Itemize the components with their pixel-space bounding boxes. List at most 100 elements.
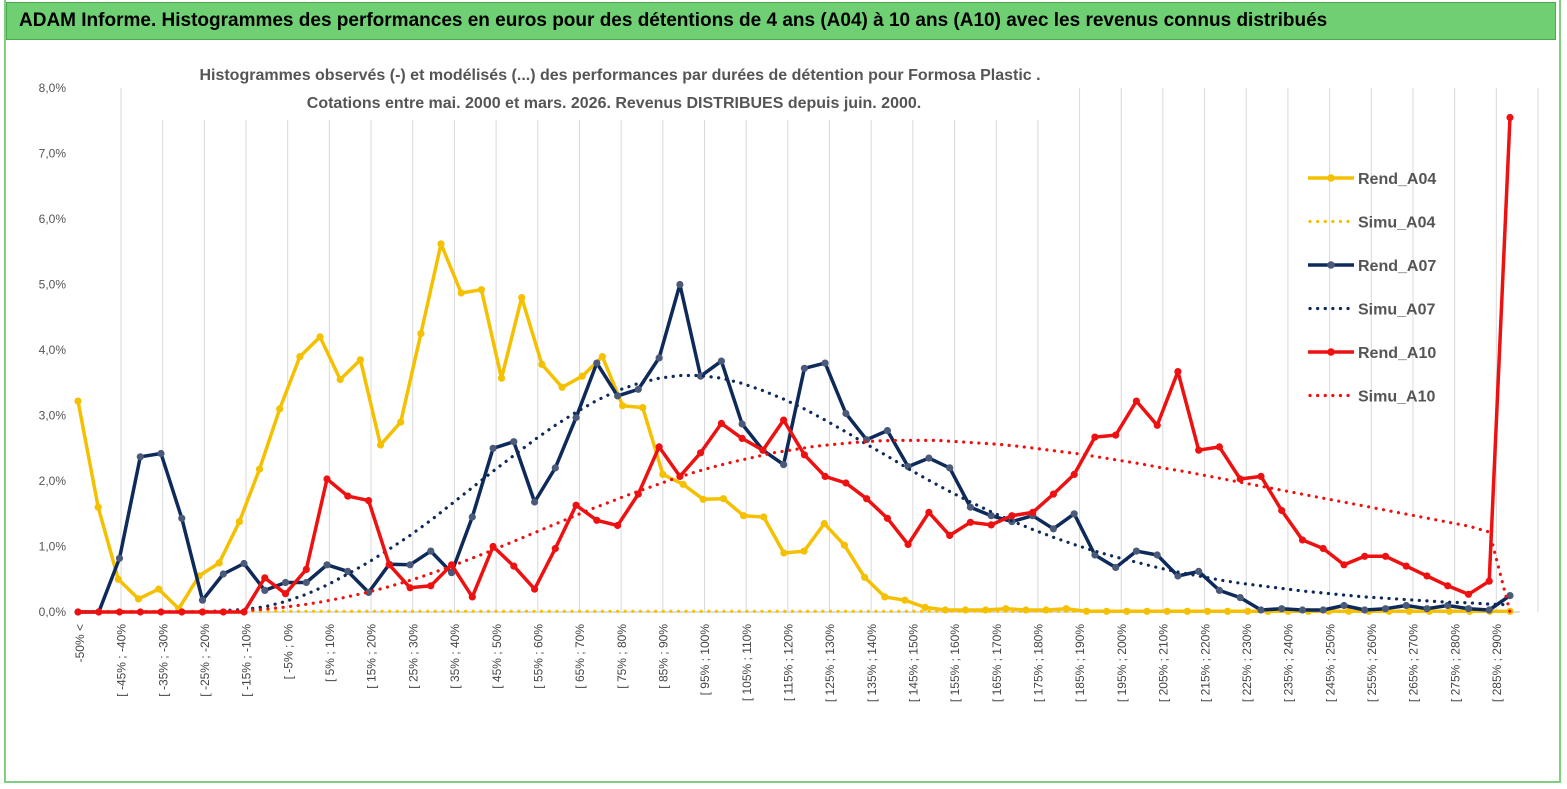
data-point	[551, 544, 559, 553]
data-point	[538, 360, 546, 368]
legend-marker	[1327, 261, 1335, 269]
x-tick-label: [ 285% ; 290%	[1490, 624, 1504, 702]
data-point	[619, 402, 627, 410]
data-point	[593, 516, 601, 524]
y-tick-label: 7,0%	[39, 147, 67, 161]
data-point	[1153, 551, 1161, 559]
data-point	[385, 561, 393, 569]
data-point	[821, 472, 829, 480]
series-line-Simu_A10	[76, 438, 1512, 614]
data-point	[1203, 607, 1212, 615]
data-point	[598, 353, 607, 361]
data-point	[427, 582, 435, 590]
x-tick-label: [ 135% ; 140%	[865, 624, 879, 702]
data-point	[987, 512, 995, 520]
legend-marker	[1327, 348, 1335, 356]
data-point	[1319, 606, 1327, 614]
report-title: ADAM Informe. Histogrammes des performan…	[6, 2, 1556, 40]
data-point	[1278, 605, 1286, 613]
x-tick-label: -50% <	[73, 624, 87, 662]
legend: Rend_A04 Simu_A04 Rend_A07 Simu_A07 Rend_A10…	[1308, 171, 1436, 406]
legend-label: Rend_A10	[1358, 345, 1436, 362]
data-point	[1070, 510, 1078, 518]
data-point	[1444, 582, 1452, 590]
data-point	[634, 385, 642, 393]
x-tick-label: [ 175% ; 180%	[1032, 624, 1046, 702]
x-tick-label: [ 85% ; 90%	[656, 624, 670, 689]
data-point	[780, 416, 788, 424]
data-point	[966, 518, 975, 526]
x-tick-label: [ 225% ; 230%	[1240, 624, 1254, 702]
data-point	[1381, 552, 1390, 560]
data-point	[572, 501, 580, 509]
data-point	[840, 541, 849, 549]
data-point	[276, 405, 284, 413]
data-point	[1278, 506, 1286, 515]
data-point	[468, 513, 476, 521]
data-point	[1049, 525, 1057, 533]
data-point	[417, 330, 425, 338]
data-point	[1298, 606, 1307, 614]
data-point	[1402, 562, 1410, 570]
data-point	[198, 596, 207, 604]
data-point	[1506, 113, 1514, 122]
x-tick-label: [ 155% ; 160%	[948, 624, 962, 702]
data-point	[1049, 490, 1057, 498]
legend-label: Rend_A07	[1358, 258, 1436, 275]
series-group	[74, 113, 1514, 616]
data-point	[302, 578, 310, 587]
data-point	[255, 465, 264, 473]
x-tick-label: [ 105% ; 110%	[740, 624, 754, 701]
data-point	[883, 427, 892, 435]
data-point	[1143, 607, 1151, 615]
data-point	[115, 608, 124, 616]
x-tick-label: [ 15% ; 20%	[365, 624, 379, 689]
x-tick-label: [ 125% ; 130%	[823, 624, 837, 702]
data-point	[397, 418, 405, 426]
data-point	[881, 593, 889, 601]
data-point	[1163, 607, 1171, 615]
data-point	[155, 585, 163, 593]
data-point	[261, 574, 269, 582]
data-point	[901, 596, 909, 604]
data-point	[1423, 605, 1431, 613]
y-tick-label: 4,0%	[39, 343, 67, 357]
legend-label: Simu_A07	[1358, 302, 1435, 319]
data-point	[406, 561, 414, 569]
data-point	[336, 375, 344, 384]
data-point	[1257, 472, 1265, 480]
data-point	[1112, 431, 1120, 439]
x-tick-label: [ -5% ; 0%	[281, 624, 295, 680]
chart-title-line1: Histogrammes observés (-) et modélisés (…	[199, 67, 1040, 84]
data-point	[477, 286, 485, 294]
data-point	[572, 413, 580, 422]
data-point	[1029, 508, 1037, 516]
data-point	[863, 495, 871, 503]
data-point	[904, 540, 912, 549]
data-point	[178, 514, 186, 522]
data-point	[261, 586, 269, 595]
x-tick-label: [ 95% ; 100%	[698, 624, 712, 696]
x-tick-label: [ 5% ; 10%	[323, 624, 337, 682]
x-tick-label: [ 115% ; 120%	[782, 624, 796, 701]
data-point	[94, 503, 102, 511]
data-point	[1257, 606, 1265, 614]
x-tick-label: [ 245% ; 250%	[1323, 624, 1337, 702]
legend-label: Rend_A04	[1358, 171, 1436, 188]
data-point	[510, 438, 518, 446]
data-point	[1112, 563, 1120, 572]
x-tick-label: [ -25% ; -20%	[198, 624, 212, 697]
x-axis: -50% < [ -45% ; -40% [ -35% ; -30% [ -25% ;…	[73, 624, 1504, 702]
data-point	[740, 512, 748, 520]
x-tick-label: [ 25% ; 30%	[406, 624, 420, 689]
data-point	[821, 359, 829, 367]
data-point	[1062, 605, 1070, 613]
y-tick-label: 6,0%	[39, 212, 67, 226]
data-point	[1361, 606, 1369, 614]
data-point	[738, 420, 746, 428]
data-point	[316, 333, 324, 341]
x-tick-label: [ 195% ; 200%	[1115, 624, 1129, 702]
data-point	[1174, 368, 1182, 376]
data-point	[921, 603, 929, 612]
data-point	[655, 354, 663, 362]
